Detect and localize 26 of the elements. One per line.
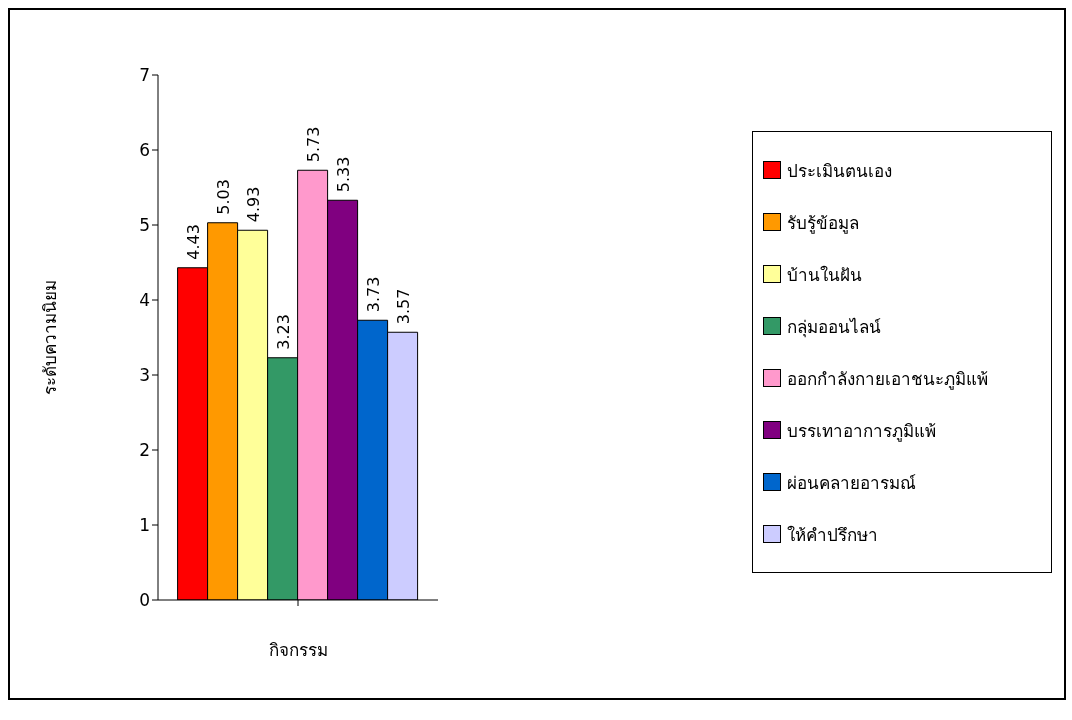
data-label: 5.73	[303, 126, 323, 163]
y-tick-label: 7	[139, 65, 150, 86]
data-label: 5.33	[333, 156, 353, 193]
y-tick-label: 4	[139, 290, 150, 311]
data-label: 3.23	[273, 314, 293, 350]
data-label: 3.57	[393, 288, 413, 325]
data-label: 4.43	[183, 224, 203, 260]
y-axis-title: ระดับความนิยม	[40, 280, 61, 395]
y-tick-label: 1	[139, 515, 150, 536]
y-tick-label: 0	[139, 590, 150, 611]
legend-label: รับรู้ข้อมูล	[787, 211, 859, 236]
data-label: 5.03	[213, 179, 233, 215]
legend-label: ประเมินตนเอง	[787, 159, 892, 183]
y-tick-label: 2	[139, 440, 150, 461]
legend-label: ผ่อนคลายอารมณ์	[787, 471, 916, 495]
data-label: 4.93	[243, 186, 263, 223]
x-axis-title: กิจกรรม	[268, 640, 328, 660]
y-tick-label: 3	[139, 365, 150, 386]
y-tick-label: 6	[139, 140, 150, 161]
legend-label: กลุ่มออนไลน์	[787, 315, 881, 340]
y-tick-label: 5	[139, 215, 150, 236]
data-label: 3.73	[363, 276, 383, 313]
legend-label: บรรเทาอาการภูมิแพ้	[787, 419, 936, 444]
legend-label: บ้านในฝัน	[787, 263, 862, 287]
legend-label: ออกกำลังกายเอาชนะภูมิแพ้	[787, 367, 988, 392]
legend-label: ให้คำปรึกษา	[787, 523, 878, 547]
